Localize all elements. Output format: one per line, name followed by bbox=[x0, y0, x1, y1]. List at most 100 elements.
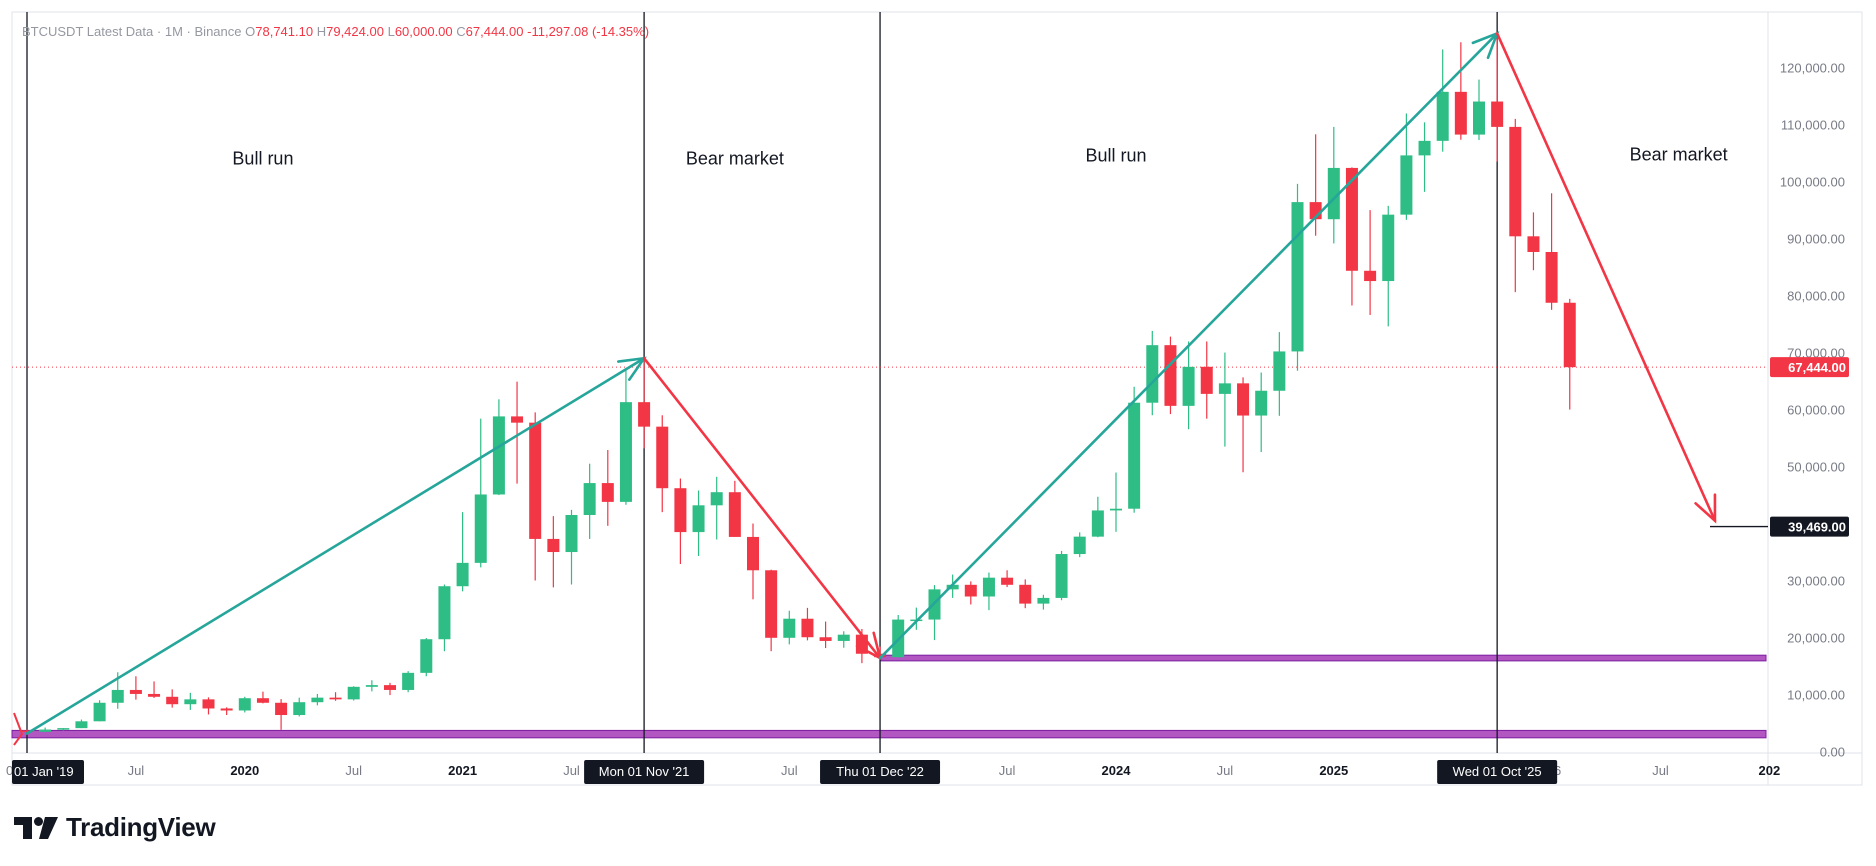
candle bbox=[1454, 42, 1467, 140]
support-zone bbox=[879, 654, 1767, 662]
legend-high-label: H bbox=[316, 24, 327, 39]
candle bbox=[256, 691, 269, 704]
candle-body bbox=[801, 618, 814, 638]
candle bbox=[1291, 183, 1304, 371]
time-tick-label: Jul bbox=[999, 763, 1016, 778]
candle bbox=[728, 480, 741, 537]
candle bbox=[765, 569, 778, 652]
candle bbox=[710, 476, 723, 540]
candle-body bbox=[710, 492, 723, 506]
candle bbox=[783, 610, 796, 645]
candle-body bbox=[21, 730, 33, 732]
candle-body bbox=[329, 697, 342, 700]
candle bbox=[57, 728, 70, 731]
legend-separator: · bbox=[186, 24, 191, 39]
candle bbox=[1382, 205, 1395, 327]
candle-body bbox=[75, 721, 88, 729]
price-tick-label: 70,000.00 bbox=[1787, 346, 1845, 361]
candle bbox=[166, 689, 179, 708]
candle bbox=[347, 686, 360, 701]
candle bbox=[438, 584, 451, 652]
price-tick-label: 80,000.00 bbox=[1787, 289, 1845, 304]
date-tag: Wed 01 Oct '25 bbox=[1437, 760, 1558, 784]
date-tag-label: 01 Jan '19 bbox=[14, 764, 74, 779]
candle bbox=[583, 463, 596, 539]
trend-line bbox=[878, 32, 1499, 660]
candle-body bbox=[129, 689, 142, 694]
candle bbox=[293, 697, 306, 717]
candle bbox=[1436, 49, 1449, 152]
candle-body bbox=[438, 586, 451, 640]
candle bbox=[638, 358, 651, 449]
candlestick-chart[interactable]: Bull run Bear market Bull run Bear market 0.… bbox=[0, 0, 1876, 800]
legend-low-value: 60,000.00 bbox=[394, 24, 453, 39]
chart-frame[interactable]: Bull run Bear market Bull run Bear market 0.… bbox=[0, 0, 1876, 800]
candle-body bbox=[1454, 91, 1467, 135]
candle-body bbox=[837, 634, 850, 641]
candle bbox=[1091, 496, 1104, 538]
candle-body bbox=[456, 562, 469, 587]
price-tick-label: 90,000.00 bbox=[1787, 232, 1845, 247]
candle-body bbox=[39, 729, 52, 732]
candle-body bbox=[783, 618, 796, 638]
candle-body bbox=[220, 708, 233, 711]
candle-body bbox=[293, 702, 306, 716]
candle-body bbox=[1164, 345, 1177, 406]
candle-body bbox=[1273, 351, 1286, 391]
candle-body bbox=[1436, 91, 1449, 141]
price-tick-label: 0.00 bbox=[1820, 745, 1845, 760]
bear-trend-arrow bbox=[1495, 32, 1717, 524]
candle bbox=[565, 509, 578, 585]
trend-line bbox=[25, 356, 646, 735]
candle-body bbox=[311, 697, 324, 703]
candle bbox=[21, 729, 33, 733]
price-tick-label: 10,000.00 bbox=[1787, 688, 1845, 703]
candle-body bbox=[529, 422, 542, 539]
chart-border bbox=[11, 11, 1863, 786]
time-tick-label-partial: 6 bbox=[1554, 763, 1561, 778]
price-tag-label: 67,444.00 bbox=[1788, 360, 1846, 375]
candle-body bbox=[1001, 577, 1014, 585]
candle-body bbox=[93, 702, 106, 722]
tradingview-brand[interactable]: TradingView bbox=[14, 812, 216, 843]
candle-body bbox=[1345, 167, 1358, 271]
candle-body bbox=[619, 402, 632, 502]
candle bbox=[1019, 579, 1032, 609]
legend-close-value: 67,444.00 bbox=[465, 24, 524, 39]
candle bbox=[928, 585, 941, 641]
candle-body bbox=[1327, 167, 1340, 220]
candle-body bbox=[1019, 584, 1032, 604]
candle-body bbox=[1182, 366, 1195, 406]
legend-exchange: Binance bbox=[194, 24, 242, 39]
phase-annotation: Bull run bbox=[232, 149, 293, 169]
date-tag: Thu 01 Dec '22 bbox=[820, 760, 941, 784]
candle bbox=[93, 700, 106, 722]
candle-body bbox=[583, 483, 596, 515]
candle bbox=[329, 692, 342, 701]
candle bbox=[547, 516, 560, 588]
candle bbox=[1110, 472, 1122, 532]
candle-body bbox=[1218, 383, 1231, 394]
time-tick-label: 2021 bbox=[448, 763, 477, 778]
candle bbox=[619, 369, 632, 505]
date-tag-background bbox=[12, 760, 84, 784]
candle-body bbox=[384, 685, 396, 690]
candle-body bbox=[765, 570, 778, 638]
time-tick-label: 2024 bbox=[1102, 763, 1132, 778]
price-tick-label: 120,000.00 bbox=[1780, 61, 1845, 76]
candle bbox=[1491, 32, 1504, 162]
candle-body bbox=[1382, 214, 1395, 282]
candle bbox=[819, 621, 832, 649]
date-tag: Mon 01 Nov '21 bbox=[584, 760, 705, 784]
candle-body bbox=[474, 494, 487, 563]
brand-name: TradingView bbox=[66, 812, 216, 842]
candle bbox=[148, 681, 161, 698]
candle-body bbox=[492, 416, 505, 495]
candle-body bbox=[1128, 402, 1141, 509]
candle-body bbox=[111, 689, 124, 703]
candle-body bbox=[692, 505, 705, 533]
legend-change: -11,297.08 (-14.35%) bbox=[527, 24, 650, 39]
candle-body bbox=[1237, 383, 1250, 416]
candle bbox=[1255, 372, 1268, 453]
candle-body bbox=[1037, 597, 1050, 604]
